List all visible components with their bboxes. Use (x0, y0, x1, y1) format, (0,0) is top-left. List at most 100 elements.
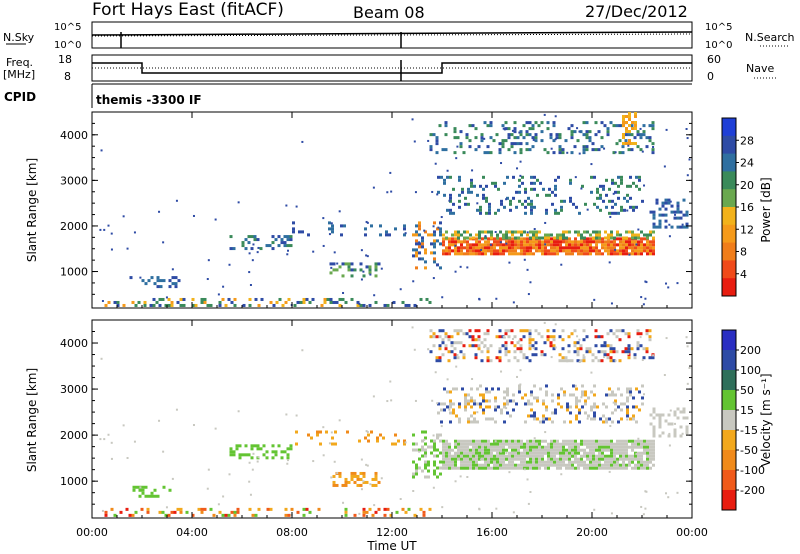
echo-cell (583, 240, 586, 244)
echo-cell (628, 237, 631, 241)
echo-cell (673, 434, 677, 438)
echo-cell (570, 124, 574, 128)
echo-cell (430, 251, 433, 255)
echo-cell (506, 387, 509, 391)
echo-cell (637, 233, 640, 237)
echo-cell (667, 413, 671, 417)
echo-cell (493, 463, 496, 467)
echo-cell (526, 448, 529, 452)
echo-cell (520, 230, 523, 234)
echo-cell (521, 202, 524, 206)
echo-cell (547, 243, 550, 247)
echo-cell (424, 248, 427, 252)
echo-cell (545, 417, 548, 421)
echo-cell (516, 136, 520, 140)
echo-point (527, 502, 530, 505)
echo-cell (561, 338, 565, 342)
echo-cell (436, 263, 439, 267)
echo-cell (415, 463, 418, 467)
echo-cell (505, 448, 508, 452)
echo-point (554, 138, 557, 141)
echo-cell (509, 414, 512, 418)
echo-cell (508, 243, 511, 247)
echo-cell (475, 233, 478, 237)
echo-point (171, 268, 174, 271)
echo-cell (515, 402, 518, 406)
echo-cell (643, 460, 646, 464)
echo-cell (504, 353, 508, 357)
echo-cell (419, 507, 423, 511)
echo-cell (457, 445, 460, 449)
echo-cell (582, 329, 586, 333)
echo-cell (584, 202, 587, 206)
echo-cell (413, 513, 417, 517)
echo-point (399, 498, 402, 501)
echo-cell (376, 436, 379, 440)
echo-cell (469, 463, 472, 467)
echo-cell (620, 175, 623, 179)
echo-cell (567, 335, 571, 339)
echo-cell (476, 208, 479, 212)
echo-cell (477, 344, 481, 348)
echo-cell (504, 332, 508, 336)
echo-cell (442, 460, 445, 464)
echo-cell (436, 475, 439, 479)
echo-cell (583, 230, 586, 234)
echo-cell (295, 430, 298, 434)
echo-cell (377, 507, 381, 511)
echo-cell (627, 133, 631, 137)
echo-cell (603, 353, 607, 357)
echo-cell (629, 184, 632, 188)
echo-cell (610, 233, 613, 237)
echo-cell (589, 460, 592, 464)
echo-cell (634, 454, 637, 458)
echo-cell (350, 262, 354, 266)
echo-cell (658, 434, 662, 438)
echo-cell (554, 411, 557, 415)
echo-point (360, 249, 363, 252)
colorbar-label: 15 (740, 404, 754, 417)
echo-cell (556, 460, 559, 464)
echo-cell (499, 230, 502, 234)
echo-cell (655, 413, 659, 417)
echo-cell (472, 466, 475, 470)
echo-cell (479, 402, 482, 406)
echo-cell (502, 252, 505, 256)
echo-cell (498, 142, 502, 146)
echo-cell (505, 240, 508, 244)
echo-point (582, 145, 585, 148)
echo-cell (529, 249, 532, 253)
echo-cell (571, 246, 574, 250)
echo-cell (535, 439, 538, 443)
echo-cell (316, 430, 319, 434)
echo-cell (433, 463, 436, 467)
echo-cell (528, 347, 532, 351)
echo-cell (475, 243, 478, 247)
echo-cell (367, 439, 370, 443)
echo-cell (505, 466, 508, 470)
echo-cell (444, 335, 448, 339)
echo-cell (432, 344, 436, 348)
echo-cell (482, 396, 485, 400)
echo-cell (526, 451, 529, 455)
echo-point (207, 468, 210, 471)
echo-cell (496, 454, 499, 458)
echo-point (404, 232, 407, 235)
echo-cell (676, 207, 680, 211)
echo-cell (591, 353, 595, 357)
echo-cell (463, 246, 466, 250)
echo-cell (614, 402, 617, 406)
echo-cell (490, 454, 493, 458)
echo-cell (622, 466, 625, 470)
echo-cell (554, 193, 557, 197)
echo-point (454, 270, 457, 273)
y-tick-label: 3000 (60, 174, 88, 187)
echo-cell (494, 211, 497, 215)
echo-cell (642, 133, 646, 137)
echo-cell (465, 136, 469, 140)
echo-cell (230, 300, 234, 304)
echo-cell (478, 445, 481, 449)
echo-cell (532, 236, 535, 240)
echo-cell (141, 485, 145, 489)
echo-cell (577, 240, 580, 244)
